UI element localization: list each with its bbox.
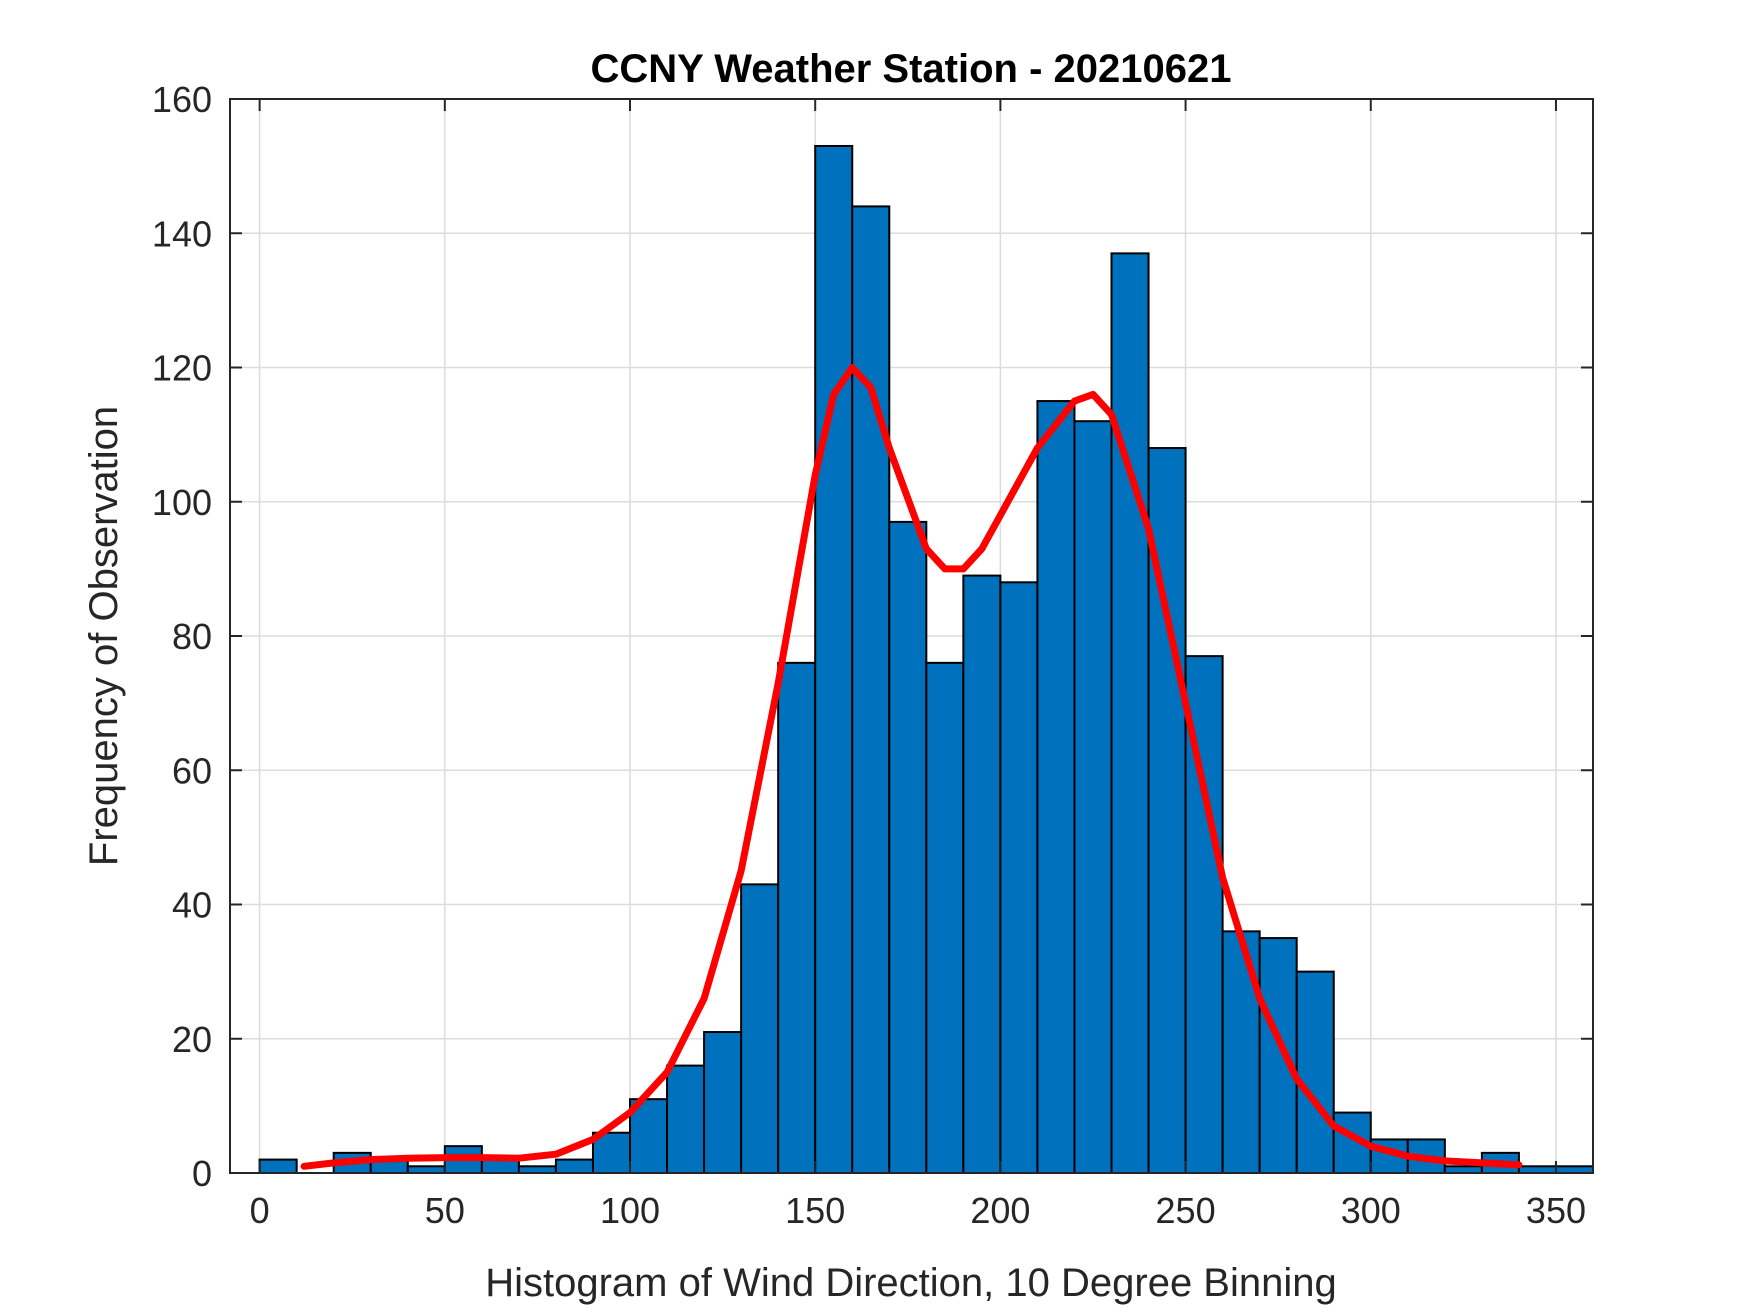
histogram-bar: [517, 1165, 557, 1174]
y-tick-label: 120: [152, 348, 212, 389]
x-tick-label: 200: [970, 1190, 1030, 1231]
x-tick-label: 0: [250, 1190, 270, 1231]
histogram-bar: [1221, 930, 1261, 1174]
histogram-bar: [962, 574, 1002, 1174]
x-tick-label: 300: [1341, 1190, 1401, 1231]
histogram-bar: [1554, 1165, 1594, 1174]
histogram-bar: [851, 205, 891, 1174]
y-axis-label: Frequency of Observation: [82, 406, 126, 866]
x-tick-label: 150: [785, 1190, 845, 1231]
histogram-bar: [888, 520, 928, 1174]
fitted-density-curve: [300, 364, 1523, 1170]
histogram-bar: [1517, 1165, 1557, 1174]
histogram-bar: [554, 1158, 594, 1174]
y-tick-label: 100: [152, 482, 212, 523]
histogram-bar: [740, 883, 780, 1174]
y-tick-label: 20: [172, 1019, 212, 1060]
histogram-bar: [591, 1131, 632, 1174]
histogram-bar: [1295, 970, 1335, 1174]
histogram-bar: [1036, 400, 1076, 1174]
histogram-bar: [703, 1031, 743, 1174]
y-tick-label: 60: [172, 750, 212, 791]
histogram-bar: [1258, 937, 1298, 1174]
histogram-bar: [1110, 252, 1150, 1174]
histogram-bar: [777, 661, 817, 1174]
histogram-bar: [814, 144, 854, 1174]
histogram-bar: [925, 661, 965, 1174]
histogram-bar: [666, 1064, 706, 1174]
x-axis-label: Histogram of Wind Direction, 10 Degree B…: [485, 1261, 1337, 1305]
histogram-bar: [258, 1158, 298, 1174]
y-tick-label: 40: [172, 885, 212, 926]
x-tick-label: 50: [425, 1190, 465, 1231]
histogram-bar: [406, 1165, 446, 1174]
histogram-bar: [1443, 1165, 1483, 1174]
y-tick-label: 80: [172, 616, 212, 657]
y-tick-label: 0: [192, 1153, 212, 1194]
histogram-bar: [1073, 420, 1113, 1174]
histogram-bar: [999, 581, 1039, 1174]
y-tick-label: 140: [152, 213, 212, 254]
x-tick-label: 100: [600, 1190, 660, 1231]
x-tick-label: 350: [1526, 1190, 1586, 1231]
histogram-bars: [258, 144, 1594, 1175]
x-tick-label: 250: [1156, 1190, 1216, 1231]
y-tick-label: 160: [152, 79, 212, 120]
axis-ticks: 0 50 100 150 200 250 300 350 0 20 40 60 80 100 120 140 1…: [152, 79, 1593, 1231]
chart-title: CCNY Weather Station - 20210621: [591, 47, 1232, 91]
